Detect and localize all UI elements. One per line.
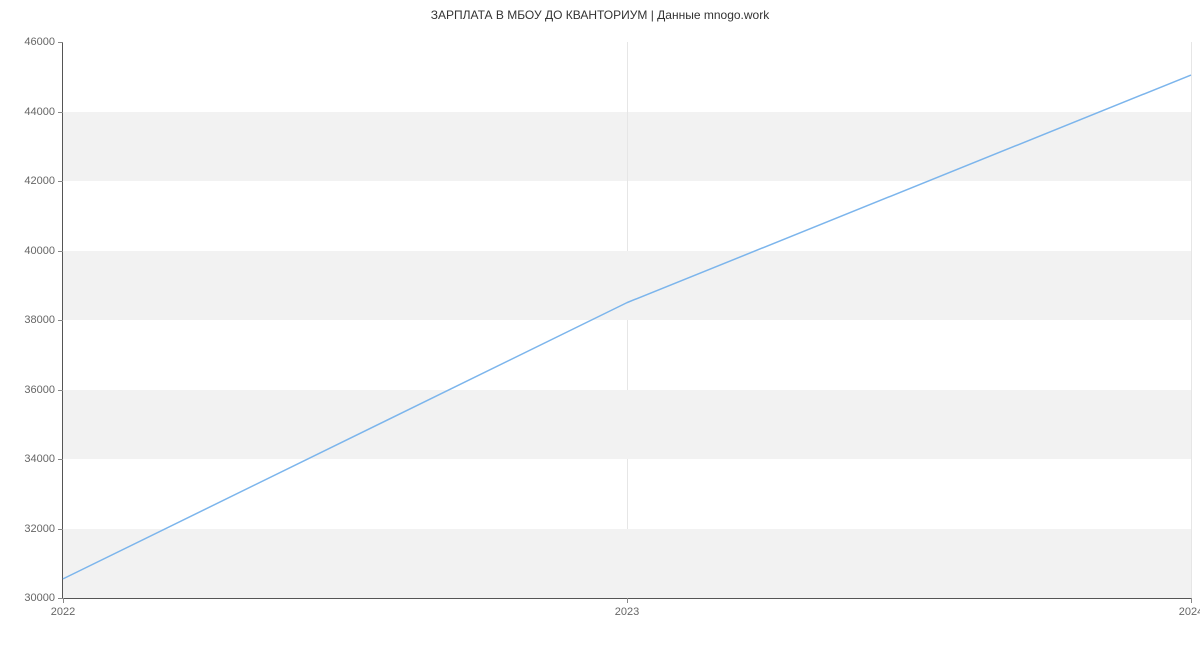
x-tick-label: 2024 xyxy=(1179,606,1200,618)
x-tick-label: 2023 xyxy=(615,606,639,618)
y-tick-label: 34000 xyxy=(24,453,55,465)
y-tick-mark xyxy=(58,459,63,460)
line-layer xyxy=(63,42,1191,598)
y-tick-label: 44000 xyxy=(24,106,55,118)
y-tick-mark xyxy=(58,320,63,321)
y-tick-mark xyxy=(58,529,63,530)
y-tick-mark xyxy=(58,181,63,182)
y-tick-mark xyxy=(58,112,63,113)
series-line-salary xyxy=(63,75,1191,579)
y-tick-label: 42000 xyxy=(24,175,55,187)
y-tick-label: 38000 xyxy=(24,314,55,326)
chart-title: ЗАРПЛАТА В МБОУ ДО КВАНТОРИУМ | Данные m… xyxy=(0,8,1200,22)
y-tick-label: 46000 xyxy=(24,36,55,48)
y-tick-label: 32000 xyxy=(24,523,55,535)
salary-chart: ЗАРПЛАТА В МБОУ ДО КВАНТОРИУМ | Данные m… xyxy=(0,0,1200,650)
x-tick-mark xyxy=(1191,598,1192,603)
y-tick-mark xyxy=(58,42,63,43)
y-tick-label: 36000 xyxy=(24,384,55,396)
x-tick-label: 2022 xyxy=(51,606,75,618)
x-tick-mark xyxy=(627,598,628,603)
y-tick-label: 40000 xyxy=(24,245,55,257)
x-tick-mark xyxy=(63,598,64,603)
y-tick-mark xyxy=(58,251,63,252)
x-gridline xyxy=(1191,42,1192,598)
y-tick-mark xyxy=(58,390,63,391)
plot-area: 3000032000340003600038000400004200044000… xyxy=(62,42,1191,599)
y-tick-label: 30000 xyxy=(24,592,55,604)
